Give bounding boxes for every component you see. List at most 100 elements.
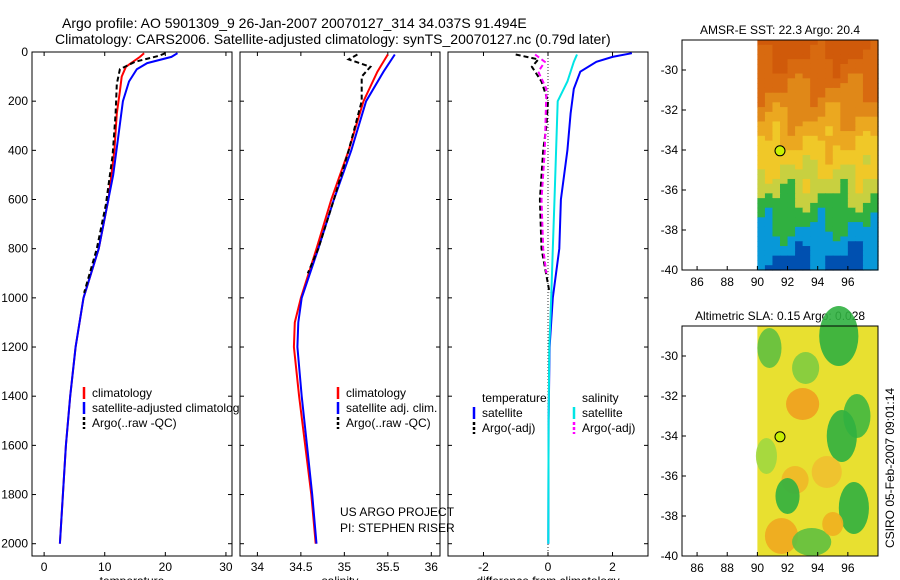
sst-field-cell: [764, 198, 774, 204]
sla-map-x-tick-label: 94: [811, 561, 825, 575]
sst-field-cell: [870, 83, 879, 89]
sst-field-cell: [772, 140, 781, 147]
sst-field-cell: [840, 159, 849, 166]
salinity-legend-label: satellite adj. clim.: [346, 401, 437, 415]
sst-field-cell: [780, 54, 789, 60]
sst-field-cell: [757, 131, 766, 137]
temperature-series-argo-raw-qc-: [83, 52, 166, 294]
sst-field-cell: [870, 102, 879, 108]
sst-field-cell: [862, 155, 872, 161]
sst-field-cell: [832, 207, 841, 214]
sst-field-cell: [862, 68, 872, 75]
sst-field-cell: [840, 188, 849, 194]
sst-field-cell: [787, 169, 796, 175]
sst-field-cell: [764, 231, 774, 238]
sst-field-cell: [810, 255, 819, 262]
sst-map-frame: [681, 39, 879, 271]
sst-field-cell: [862, 222, 872, 228]
sst-field-cell: [847, 255, 856, 262]
sst-field-cell: [757, 116, 766, 123]
sst-field-cell: [840, 198, 849, 204]
sst-field-cell: [855, 193, 864, 199]
salinity-x-tick-label: 34: [251, 560, 265, 574]
sla-map-x-tick-label: 92: [781, 561, 795, 575]
sst-field-cell: [870, 222, 879, 228]
sst-field-cell: [870, 140, 879, 147]
sst-field-cell: [847, 92, 856, 99]
sst-field-cell: [840, 102, 849, 108]
sst-field-cell: [832, 59, 841, 65]
sst-field-cell: [840, 217, 849, 223]
sst-field-cell: [772, 135, 781, 142]
sst-field-cell: [802, 159, 811, 166]
sst-field-cell: [862, 102, 872, 108]
sst-field-cell: [847, 193, 856, 199]
sst-field-cell: [802, 241, 811, 247]
sst-field-cell: [810, 246, 819, 252]
sst-field-cell: [825, 131, 834, 137]
sst-field-cell: [825, 44, 834, 51]
sst-field-cell: [817, 178, 826, 185]
sla-anomaly-blob: [792, 528, 832, 556]
sst-field-cell: [817, 217, 826, 223]
sst-field-cell: [832, 126, 841, 132]
sst-field-cell: [780, 193, 789, 199]
sst-field-cell: [757, 188, 766, 194]
sst-field-cell: [847, 78, 856, 84]
sst-field-cell: [832, 265, 841, 271]
sst-field-cell: [840, 87, 849, 94]
sst-field-cell: [757, 97, 766, 103]
sla-anomaly-blob: [775, 478, 800, 514]
sst-field-cell: [802, 193, 811, 199]
sst-field-cell: [870, 121, 879, 127]
sst-field-cell: [780, 202, 789, 209]
sst-field-cell: [840, 111, 849, 118]
sst-field-cell: [757, 40, 766, 46]
sst-field-cell: [772, 97, 781, 103]
sst-field-cell: [855, 222, 864, 228]
sst-field-cell: [817, 111, 826, 118]
sst-field-cell: [802, 73, 811, 79]
sst-field-cell: [802, 226, 811, 233]
sst-field-cell: [847, 222, 856, 228]
sst-field-cell: [847, 265, 856, 271]
sst-field-cell: [787, 59, 796, 65]
sst-map-x-tick-label: 88: [721, 275, 735, 289]
sst-field-cell: [825, 250, 834, 257]
sst-field-cell: [757, 193, 766, 199]
sst-field-cell: [764, 164, 774, 170]
sst-field-cell: [870, 78, 879, 84]
sst-field-cell: [795, 159, 804, 166]
sst-field-cell: [832, 116, 841, 123]
sst-field-cell: [870, 174, 879, 180]
sst-field-cell: [855, 150, 864, 156]
sst-field-cell: [757, 126, 766, 132]
sst-field-cell: [810, 207, 819, 214]
sst-field-cell: [840, 140, 849, 147]
sst-field-cell: [817, 231, 826, 238]
sst-field-cell: [764, 126, 774, 132]
sst-field-cell: [772, 73, 781, 79]
sst-field-cell: [817, 73, 826, 79]
sst-field-cell: [787, 140, 796, 147]
sst-field-cell: [764, 265, 774, 271]
sst-field-cell: [795, 111, 804, 118]
sst-field-cell: [847, 68, 856, 75]
sst-field-cell: [855, 102, 864, 108]
sst-field-cell: [802, 188, 811, 194]
sst-map-y-tick-label: -40: [661, 263, 679, 277]
sla-map-x-tick-label: 90: [751, 561, 765, 575]
sst-field-cell: [772, 178, 781, 185]
sst-field-cell: [795, 145, 804, 151]
sst-field-cell: [757, 178, 766, 185]
sst-field-cell: [802, 59, 811, 65]
sst-field-cell: [810, 126, 819, 132]
sst-field-cell: [780, 49, 789, 55]
sst-field-cell: [855, 155, 864, 161]
temperature-x-tick-label: 0: [41, 560, 48, 574]
sst-field-cell: [832, 78, 841, 84]
sst-field-cell: [862, 121, 872, 127]
sst-field-cell: [840, 68, 849, 75]
sst-field-cell: [870, 87, 879, 94]
sst-field-cell: [772, 159, 781, 166]
